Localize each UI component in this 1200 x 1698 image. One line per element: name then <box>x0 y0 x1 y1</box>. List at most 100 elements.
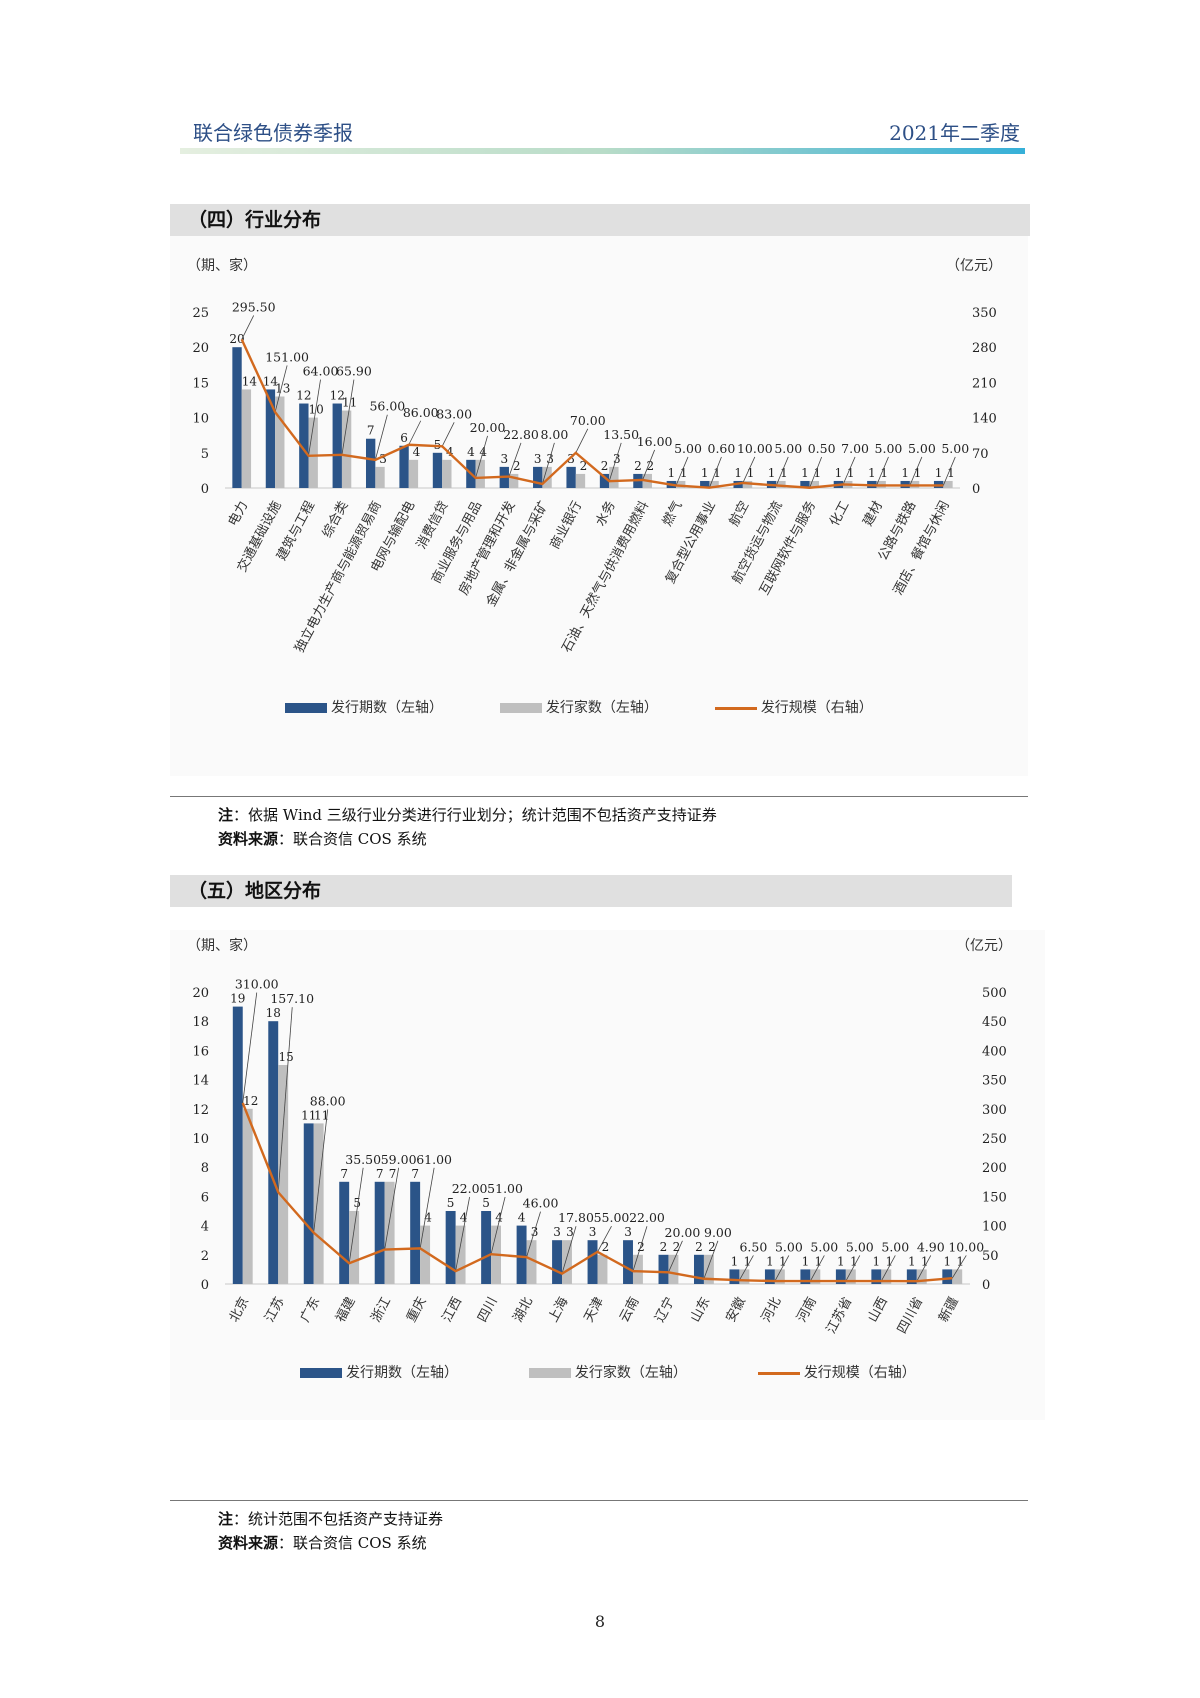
scale-leader-line <box>597 1226 612 1253</box>
issuers-data-label: 4 <box>413 445 421 459</box>
issuers-data-label: 3 <box>379 452 387 466</box>
scale-data-label: 5.00 <box>875 441 903 456</box>
issues-bar <box>623 1240 633 1284</box>
category-label: 河北 <box>759 1295 784 1325</box>
left-tick-label: 2 <box>201 1249 209 1264</box>
scale-leader-line <box>845 1255 861 1282</box>
issues-bar <box>365 438 376 488</box>
category-label: 江苏省 <box>823 1294 855 1336</box>
issues-bar <box>516 1225 527 1284</box>
category-label: 化工 <box>827 499 852 529</box>
right-tick-label: 100 <box>982 1220 1007 1235</box>
issuers-data-label: 4 <box>460 1211 468 1225</box>
category-label: 燃气 <box>659 498 685 528</box>
issuers-bar <box>455 1225 466 1284</box>
right-tick-label: 450 <box>982 1015 1007 1030</box>
right-tick-label: 50 <box>982 1249 999 1264</box>
issuers-data-label: 3 <box>566 1225 574 1239</box>
industry-chart-panel: （期、家） （亿元） 0 5 10 15 20 25 0 70 140 210 280 350 20 14 29… <box>170 236 1028 776</box>
section-region-title: （五）地区分布 <box>170 875 1012 907</box>
issues-data-label: 1 <box>802 1254 810 1268</box>
scale-data-label: 86.00 <box>403 405 439 420</box>
legend-issuers-swatch <box>499 703 542 713</box>
left-tick-label: 0 <box>201 1278 209 1293</box>
issuers-data-label: 12 <box>243 1094 258 1108</box>
scale-leader-line <box>739 1255 754 1281</box>
scale-data-label: 151.00 <box>265 349 309 364</box>
issuers-data-label: 1 <box>680 466 688 480</box>
category-label: 山西 <box>865 1295 890 1325</box>
issuers-bar <box>703 1254 714 1284</box>
issues-bar <box>729 1269 740 1284</box>
issuers-data-label: 14 <box>242 374 258 388</box>
legend-issuers-swatch <box>528 1368 571 1378</box>
scale-data-label: 4.90 <box>917 1239 945 1254</box>
issues-data-label: 1 <box>943 1254 951 1268</box>
issuers-data-label: 1 <box>921 1254 929 1268</box>
issuers-data-label: 1 <box>956 1254 964 1268</box>
source-text: ：联合资信 COS 系统 <box>278 830 427 848</box>
right-tick-label: 280 <box>972 341 997 356</box>
scale-leader-line <box>942 456 956 486</box>
issuers-data-label: 1 <box>814 466 822 480</box>
issuers-data-label: 1 <box>914 466 922 480</box>
issues-data-label: 1 <box>734 466 742 480</box>
industry-note: 注：依据 Wind 三级行业分类进行行业划分；统计范围不包括资产支持证券 <box>218 804 717 825</box>
right-tick-label: 500 <box>982 986 1007 1001</box>
scale-data-label: 6.50 <box>739 1239 767 1254</box>
category-label: 新疆 <box>935 1294 961 1324</box>
right-tick-label: 210 <box>972 376 997 391</box>
category-label: 重庆 <box>403 1294 429 1324</box>
issues-data-label: 3 <box>624 1225 632 1239</box>
issuers-data-label: 1 <box>947 466 955 480</box>
category-label: 航空 <box>726 498 752 528</box>
category-label: 河南 <box>794 1294 820 1324</box>
scale-leader-line <box>916 1255 932 1282</box>
issuers-data-label: 4 <box>479 445 487 459</box>
category-label: 云南 <box>616 1294 642 1324</box>
category-label: 金属、非金属与采矿 <box>483 498 552 609</box>
scale-line <box>240 338 944 489</box>
issues-data-label: 6 <box>400 431 408 445</box>
issues-bar <box>299 403 309 488</box>
scale-leader-line <box>774 1255 790 1282</box>
issuers-bar <box>526 1240 537 1284</box>
issues-data-label: 1 <box>668 466 676 480</box>
scale-data-label: 5.00 <box>674 441 702 456</box>
scale-data-label: 17.80 <box>558 1210 594 1225</box>
issues-bar <box>332 403 342 488</box>
right-tick-label: 400 <box>982 1044 1007 1059</box>
scale-leader-line <box>475 435 488 479</box>
issuers-bar <box>308 417 318 488</box>
issues-data-label: 1 <box>766 1254 774 1268</box>
issues-data-label: 19 <box>230 992 245 1006</box>
right-tick-label: 150 <box>982 1190 1007 1205</box>
right-tick-label: 250 <box>982 1132 1007 1147</box>
issuers-data-label: 5 <box>353 1196 361 1210</box>
issuers-data-label: 2 <box>673 1240 681 1254</box>
scale-data-label: 8.00 <box>540 427 568 442</box>
legend-scale-swatch <box>757 1371 800 1375</box>
scale-data-label: 5.00 <box>810 1239 838 1254</box>
issues-bar <box>445 1211 456 1284</box>
issuers-bar <box>542 466 552 488</box>
category-label: 浙江 <box>369 1295 394 1325</box>
issues-data-label: 7 <box>340 1167 348 1181</box>
issues-bar <box>835 1269 846 1284</box>
legend-scale-label: 发行规模（右轴） <box>803 1365 916 1381</box>
scale-leader-line <box>880 1255 896 1282</box>
issuers-bar <box>739 1269 750 1284</box>
scale-leader-line <box>419 1167 435 1249</box>
scale-leader-line <box>608 442 622 482</box>
issues-data-label: 4 <box>518 1211 526 1225</box>
issuers-data-label: 1 <box>880 466 888 480</box>
legend-issues-label: 发行期数（左轴） <box>331 700 443 716</box>
issues-bar <box>871 1269 882 1284</box>
scale-data-label: 65.90 <box>336 364 372 379</box>
scale-data-label: 35.50 <box>345 1152 381 1167</box>
issuers-data-label: 11 <box>314 1108 329 1122</box>
issuers-data-label: 1 <box>744 1254 752 1268</box>
issuers-bar <box>609 466 619 488</box>
scale-leader-line <box>308 379 321 456</box>
issuers-bar <box>508 473 519 488</box>
